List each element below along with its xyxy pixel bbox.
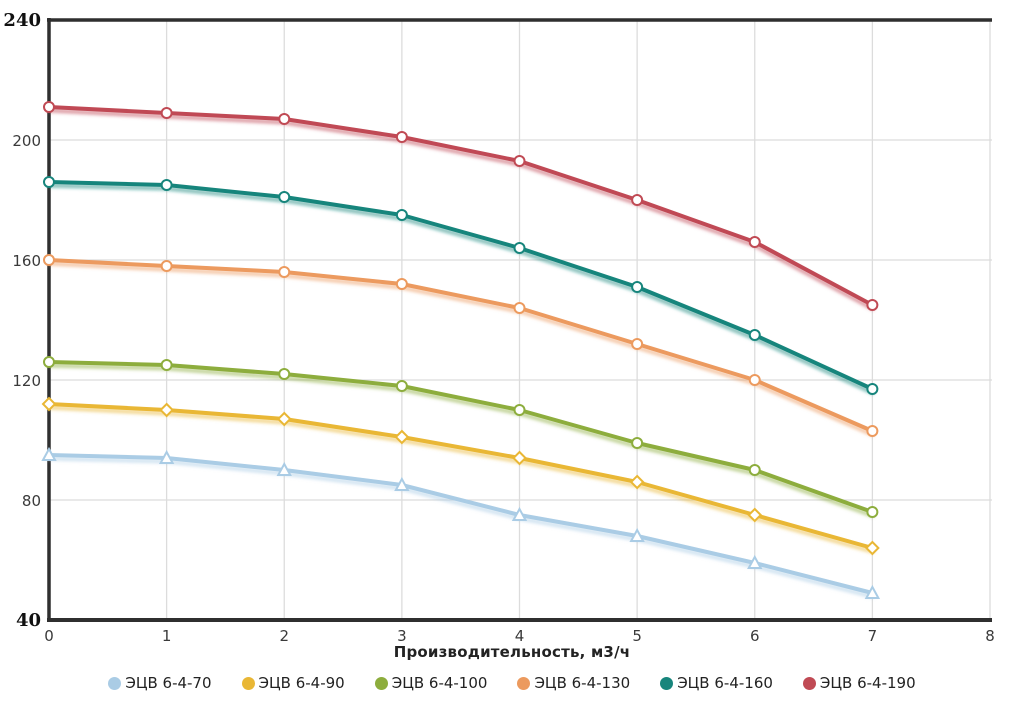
data-point-ЭЦВ 6-4-90-x6 <box>747 507 763 523</box>
data-point-ЭЦВ 6-4-70-x2 <box>276 461 292 476</box>
legend-dot-icon <box>802 676 816 690</box>
legend-dot-icon <box>108 676 122 690</box>
data-point-ЭЦВ 6-4-160-x7 <box>866 383 879 395</box>
y-tick-label-40: 40 <box>16 610 41 631</box>
data-point-ЭЦВ 6-4-160-x0 <box>43 176 55 188</box>
data-point-ЭЦВ 6-4-130-x2 <box>278 266 291 278</box>
data-point-ЭЦВ 6-4-190-x5 <box>631 194 644 206</box>
legend-dot-icon <box>517 676 531 690</box>
legend-label: ЭЦВ 6-4-160 <box>677 674 773 692</box>
data-point-ЭЦВ 6-4-100-x1 <box>160 359 173 371</box>
series-line-ЭЦВ 6-4-70 <box>47 453 875 595</box>
series-line-ЭЦВ 6-4-190 <box>47 105 875 307</box>
series-line-ЭЦВ 6-4-100 <box>47 360 875 514</box>
legend-label: ЭЦВ 6-4-70 <box>125 674 212 692</box>
legend-label: ЭЦВ 6-4-190 <box>819 674 916 692</box>
data-point-ЭЦВ 6-4-70-x3 <box>394 476 410 491</box>
data-point-ЭЦВ 6-4-190-x4 <box>513 155 526 167</box>
data-point-ЭЦВ 6-4-70-x7 <box>864 584 881 599</box>
data-point-ЭЦВ 6-4-90-x4 <box>512 450 527 466</box>
data-point-ЭЦВ 6-4-100-x0 <box>43 356 55 368</box>
legend-dot-icon <box>241 676 255 690</box>
data-point-ЭЦВ 6-4-100-x2 <box>278 368 291 380</box>
legend-label: ЭЦВ 6-4-130 <box>534 674 631 692</box>
data-point-ЭЦВ 6-4-130-x7 <box>866 425 879 437</box>
data-point-ЭЦВ 6-4-130-x6 <box>748 374 761 386</box>
y-tick-label-80: 80 <box>22 492 41 510</box>
x-axis-title: Производительность, м3/ч <box>393 643 631 661</box>
data-point-ЭЦВ 6-4-130-x5 <box>631 338 644 350</box>
x-tick-label-2: 2 <box>279 627 289 645</box>
y-tick-label-200: 200 <box>12 132 41 150</box>
data-point-ЭЦВ 6-4-160-x3 <box>395 209 408 221</box>
data-point-ЭЦВ 6-4-90-x7 <box>864 540 880 556</box>
data-point-ЭЦВ 6-4-70-x4 <box>511 506 528 521</box>
data-point-ЭЦВ 6-4-190-x7 <box>866 299 879 311</box>
legend-item-ЭЦВ 6-4-190[interactable]: ЭЦВ 6-4-190 <box>802 674 916 692</box>
legend-label: ЭЦВ 6-4-90 <box>258 674 345 692</box>
series-line-ЭЦВ 6-4-160 <box>47 180 875 391</box>
data-point-ЭЦВ 6-4-160-x4 <box>513 242 526 254</box>
data-point-ЭЦВ 6-4-90-x0 <box>41 396 57 412</box>
data-point-ЭЦВ 6-4-70-x5 <box>629 527 645 542</box>
x-tick-label-8: 8 <box>985 627 995 645</box>
data-point-ЭЦВ 6-4-100-x6 <box>748 464 761 476</box>
legend-item-ЭЦВ 6-4-90[interactable]: ЭЦВ 6-4-90 <box>241 674 345 692</box>
x-tick-label-0: 0 <box>44 627 54 645</box>
legend-item-ЭЦВ 6-4-160[interactable]: ЭЦВ 6-4-160 <box>660 674 773 692</box>
data-point-ЭЦВ 6-4-70-x0 <box>41 446 57 461</box>
data-point-ЭЦВ 6-4-160-x1 <box>160 179 173 191</box>
x-tick-label-6: 6 <box>750 627 760 645</box>
data-point-ЭЦВ 6-4-90-x2 <box>276 411 292 427</box>
data-point-ЭЦВ 6-4-100-x7 <box>866 506 879 518</box>
legend-item-ЭЦВ 6-4-130[interactable]: ЭЦВ 6-4-130 <box>517 674 630 692</box>
data-point-ЭЦВ 6-4-100-x4 <box>513 404 526 416</box>
legend-dot-icon <box>374 676 388 690</box>
data-point-ЭЦВ 6-4-160-x6 <box>748 329 761 341</box>
data-point-ЭЦВ 6-4-90-x5 <box>629 474 645 490</box>
data-point-ЭЦВ 6-4-130-x4 <box>513 302 526 314</box>
data-point-ЭЦВ 6-4-190-x0 <box>43 101 55 113</box>
data-point-ЭЦВ 6-4-90-x3 <box>394 429 410 445</box>
y-tick-label-160: 160 <box>12 252 41 270</box>
legend-dot-icon <box>660 676 674 690</box>
data-point-ЭЦВ 6-4-70-x6 <box>747 554 763 569</box>
x-tick-label-1: 1 <box>162 627 172 645</box>
data-point-ЭЦВ 6-4-130-x1 <box>160 260 173 272</box>
data-point-ЭЦВ 6-4-190-x3 <box>395 131 408 143</box>
y-tick-label-240: 240 <box>3 10 41 31</box>
legend-label: ЭЦВ 6-4-100 <box>391 674 488 692</box>
legend-item-ЭЦВ 6-4-100[interactable]: ЭЦВ 6-4-100 <box>374 674 488 692</box>
x-tick-label-4: 4 <box>515 627 525 645</box>
series-line-ЭЦВ 6-4-130 <box>47 258 875 433</box>
x-tick-label-3: 3 <box>397 627 407 645</box>
data-point-ЭЦВ 6-4-90-x1 <box>159 402 175 418</box>
data-point-ЭЦВ 6-4-190-x6 <box>748 236 761 248</box>
data-point-ЭЦВ 6-4-160-x2 <box>278 191 291 203</box>
chart-legend: ЭЦВ 6-4-70 ЭЦВ 6-4-90 ЭЦВ 6-4-100 ЭЦВ 6-4-1… <box>0 674 1024 692</box>
y-tick-label-120: 120 <box>12 372 41 390</box>
x-tick-label-7: 7 <box>868 627 878 645</box>
data-point-ЭЦВ 6-4-190-x1 <box>160 107 173 119</box>
chart-svg: 240 200 160 120 80 400 1 2 3 4 5 6 7 8 <box>3 10 995 645</box>
x-tick-label-5: 5 <box>632 627 642 645</box>
data-point-ЭЦВ 6-4-100-x3 <box>395 380 408 392</box>
data-point-ЭЦВ 6-4-160-x5 <box>631 281 644 293</box>
data-point-ЭЦВ 6-4-190-x2 <box>278 113 291 125</box>
data-point-ЭЦВ 6-4-70-x1 <box>158 449 175 464</box>
data-point-ЭЦВ 6-4-130-x3 <box>395 278 408 290</box>
data-point-ЭЦВ 6-4-100-x5 <box>631 437 644 449</box>
series-line-ЭЦВ 6-4-90 <box>47 402 875 550</box>
data-point-ЭЦВ 6-4-130-x0 <box>43 254 55 266</box>
legend-item-ЭЦВ 6-4-70[interactable]: ЭЦВ 6-4-70 <box>108 674 212 692</box>
